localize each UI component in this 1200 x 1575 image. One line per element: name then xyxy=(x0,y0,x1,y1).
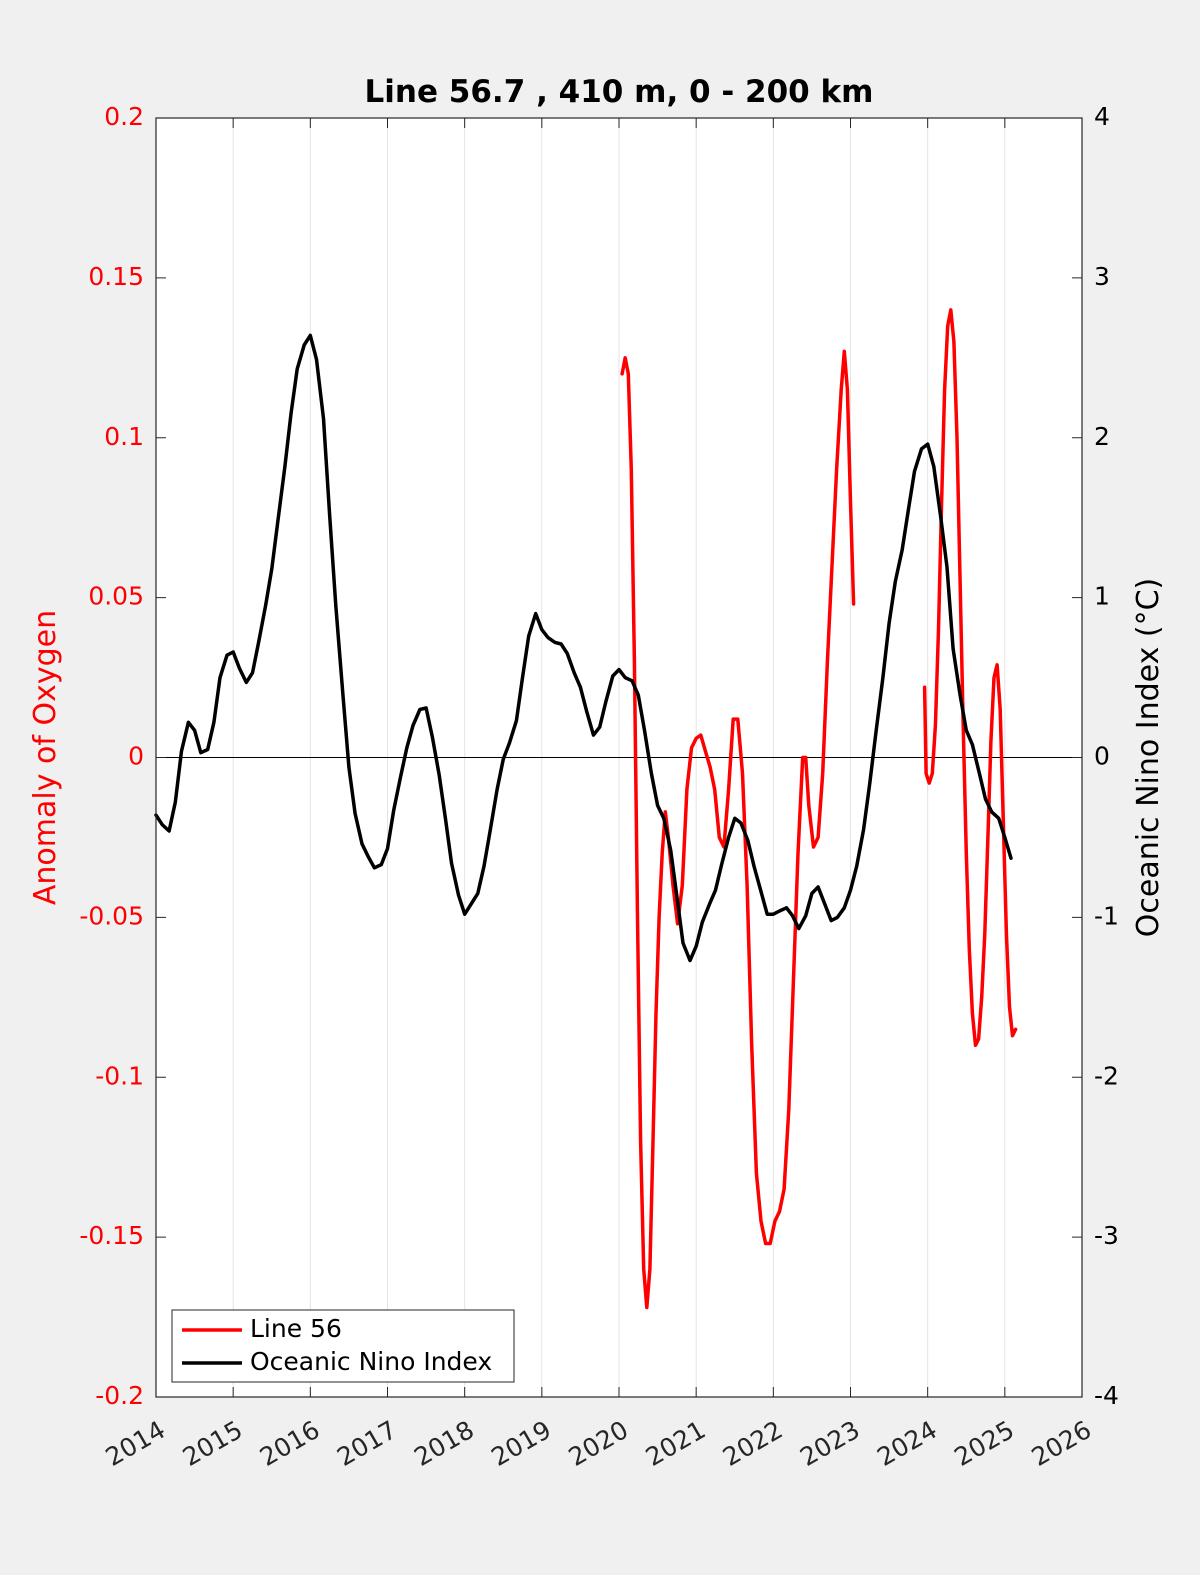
y-right-tick-label: -4 xyxy=(1094,1381,1119,1410)
series-oceanic-nino-index xyxy=(154,333,1013,963)
x-tick-label: 2021 xyxy=(641,1415,711,1472)
y-axis-right-label: Oceanic Nino Index (°C) xyxy=(1131,578,1166,938)
series-line xyxy=(620,349,856,1310)
y-right-tick-label: 3 xyxy=(1094,262,1110,291)
y-left-tick-label: -0.2 xyxy=(95,1381,144,1410)
legend-label: Oceanic Nino Index xyxy=(250,1347,492,1376)
series-line-56 xyxy=(620,308,1018,1310)
series-line xyxy=(922,308,1018,1048)
x-tick-label: 2017 xyxy=(332,1415,402,1472)
y-right-tick-label: -3 xyxy=(1094,1221,1119,1250)
y-left-tick-label: 0.1 xyxy=(104,422,144,451)
series-layer xyxy=(154,308,1018,1310)
legend-box xyxy=(171,1309,515,1383)
legend-label: Line 56 xyxy=(250,1314,342,1343)
y-left-tick-label: -0.15 xyxy=(79,1221,144,1250)
y-left-tick-label: 0.15 xyxy=(88,262,144,291)
x-tick-label: 2018 xyxy=(409,1415,479,1472)
x-tick-label: 2024 xyxy=(872,1415,942,1472)
x-tick-label: 2026 xyxy=(1027,1415,1097,1472)
chart-title: Line 56.7 , 410 m, 0 - 200 km xyxy=(365,74,874,110)
y-axis-left-label: Anomaly of Oxygen xyxy=(28,610,63,905)
y-left-tick-label: 0.2 xyxy=(104,102,144,131)
x-tick-label: 2014 xyxy=(101,1415,171,1472)
y-right-tick-label: 0 xyxy=(1094,742,1110,771)
y-right-tick-label: -1 xyxy=(1094,901,1119,930)
x-tick-label: 2023 xyxy=(795,1415,865,1472)
y-right-tick-label: 4 xyxy=(1094,102,1110,131)
x-tick-label: 2015 xyxy=(178,1415,248,1472)
y-left-tick-label: 0.05 xyxy=(88,582,144,611)
x-tick-label: 2019 xyxy=(486,1415,556,1472)
tick-labels: 2014 2015 2016 2017 2018 2019 2020 2021 2022 2023… xyxy=(79,102,1119,1472)
y-right-tick-label: 1 xyxy=(1094,582,1110,611)
series-line xyxy=(154,333,1013,963)
x-tick-label: 2025 xyxy=(949,1415,1019,1472)
x-tick-label: 2016 xyxy=(255,1415,325,1472)
y-left-tick-label: -0.1 xyxy=(95,1061,144,1090)
x-tick-label: 2020 xyxy=(564,1415,634,1472)
x-tick-label: 2022 xyxy=(718,1415,788,1472)
y-left-tick-label: 0 xyxy=(128,742,144,771)
legend: Line 56 Oceanic Nino Index xyxy=(171,1309,515,1383)
y-right-tick-label: 2 xyxy=(1094,422,1110,451)
y-left-tick-label: -0.05 xyxy=(79,901,144,930)
ticks xyxy=(155,117,1083,1398)
y-right-tick-label: -2 xyxy=(1094,1061,1119,1090)
